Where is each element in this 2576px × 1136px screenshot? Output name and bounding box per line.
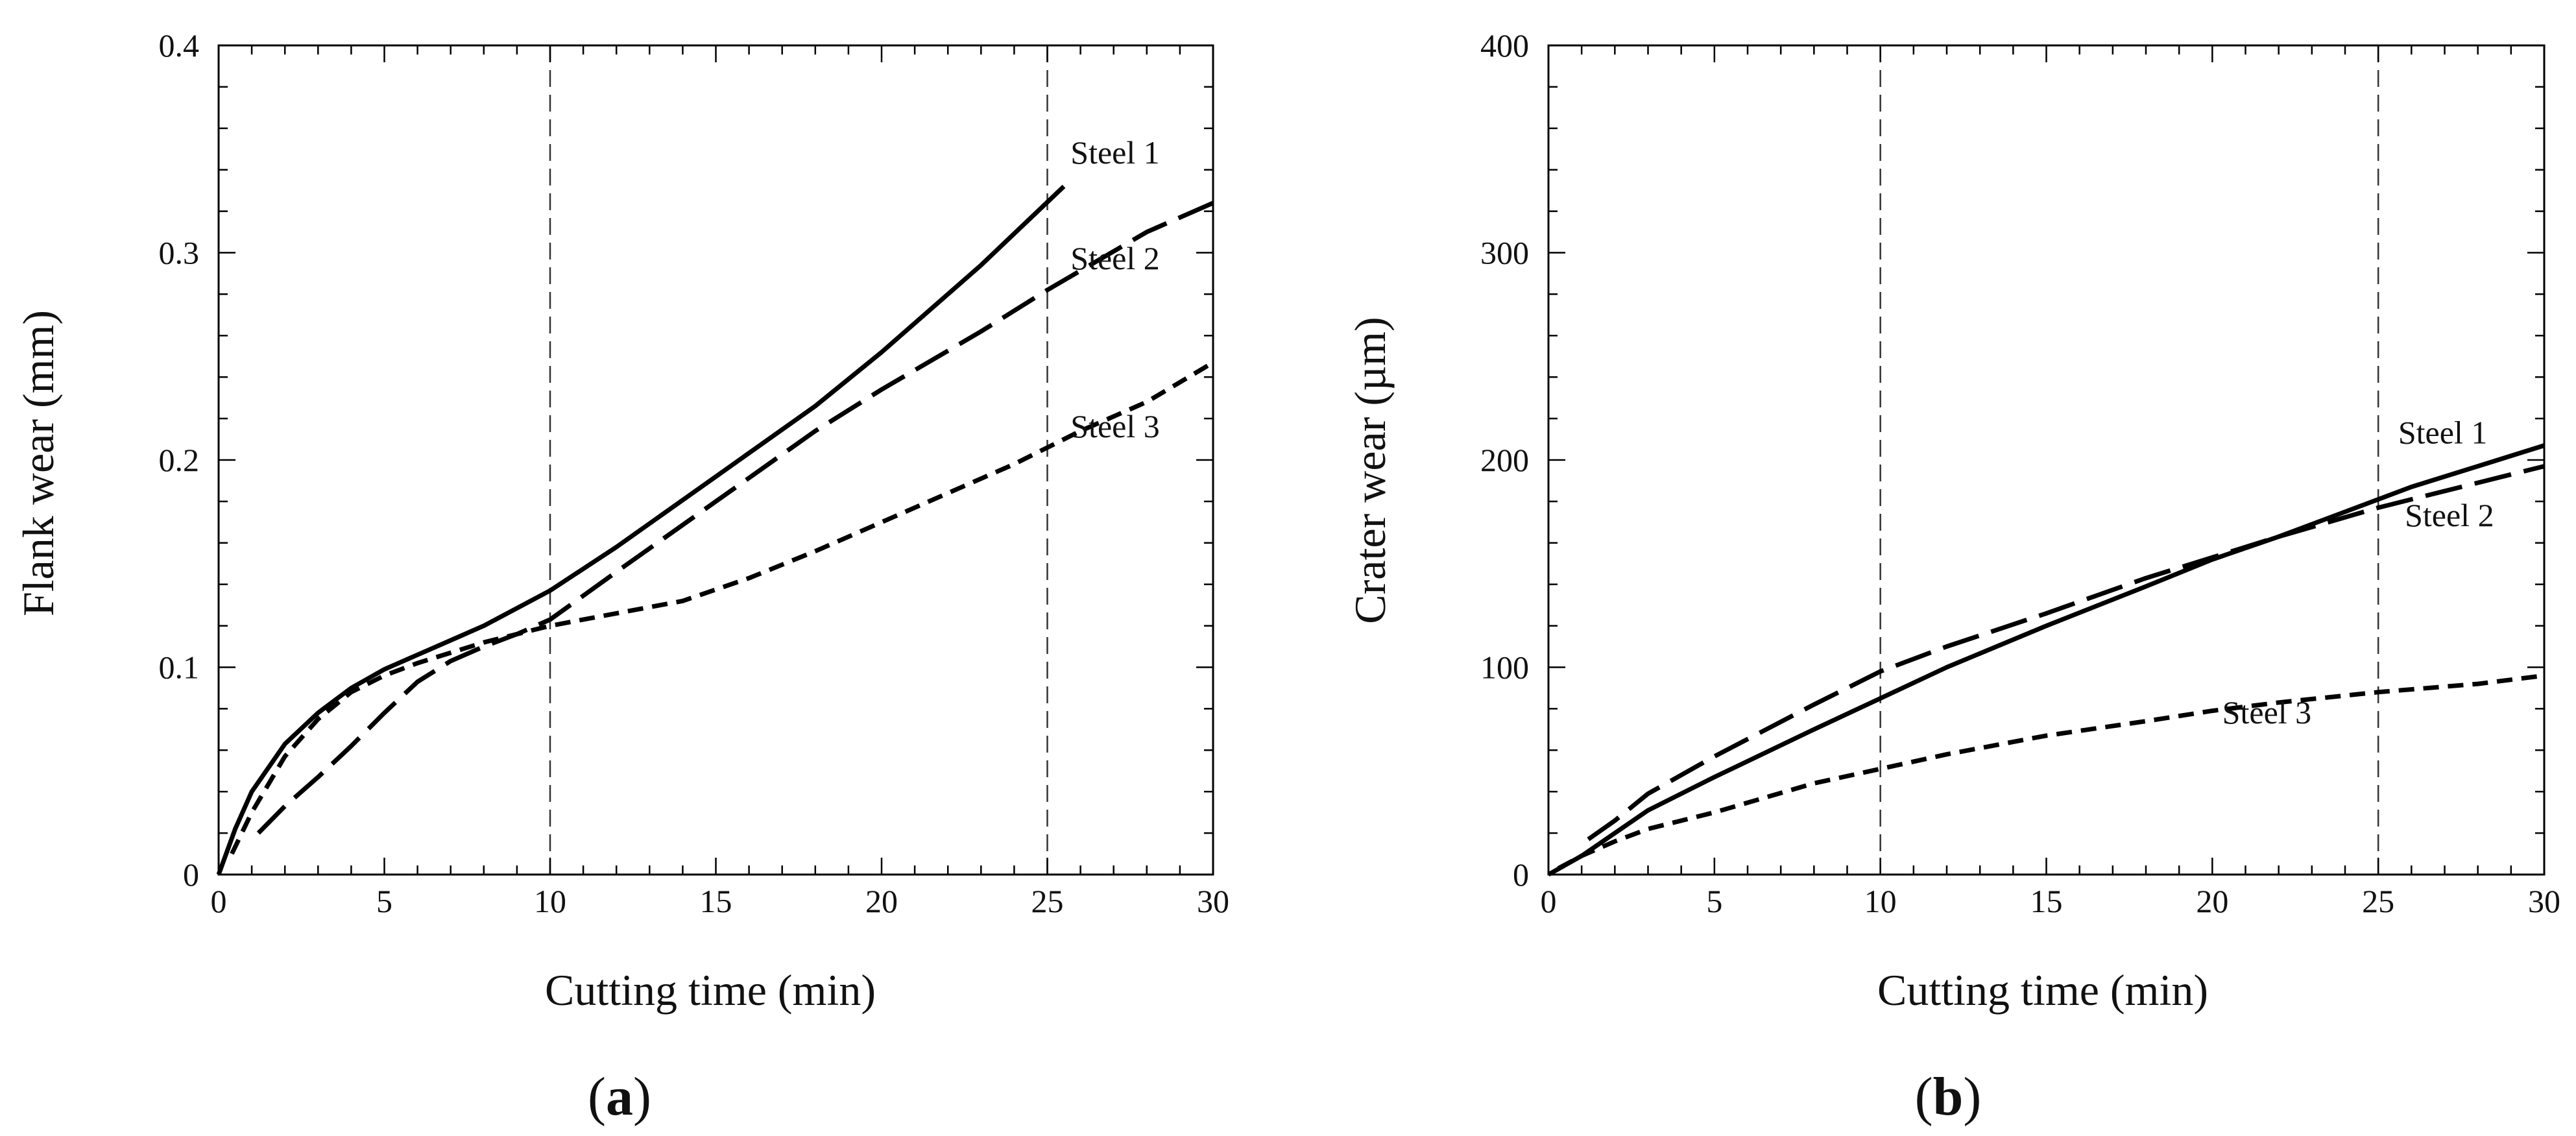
y-tick-label-b: 300 [1480, 235, 1529, 271]
series-line-a-steel-3 [230, 360, 1214, 855]
x-tick-label-a: 30 [1197, 883, 1229, 919]
x-tick-label-b: 15 [2030, 883, 2063, 919]
panel-label-b-letter: b [1933, 1067, 1964, 1127]
y-tick-label-a: 0.3 [159, 235, 200, 271]
x-axis-title-b: Cutting time (min) [1877, 965, 2208, 1015]
y-tick-label-a: 0.4 [159, 27, 200, 64]
x-tick-label-b: 25 [2362, 883, 2394, 919]
x-tick-label-a: 0 [211, 883, 227, 919]
series-label-b-steel-1: Steel 1 [2398, 414, 2487, 450]
x-tick-label-a: 20 [865, 883, 898, 919]
x-axis-title-a: Cutting time (min) [545, 965, 876, 1015]
y-axis-title-a: Flank wear (mm) [14, 310, 63, 616]
series-label-a-steel-1: Steel 1 [1070, 134, 1159, 171]
y-axis-title-b: Crater wear (µm) [1345, 317, 1395, 623]
x-tick-label-b: 10 [1864, 883, 1897, 919]
x-tick-label-b: 30 [2528, 883, 2560, 919]
series-line-b-steel-3 [1557, 673, 2545, 871]
panel-label-b-open: ( [1915, 1067, 1933, 1127]
x-tick-label-b: 20 [2196, 883, 2228, 919]
panel-label-b-close: ) [1963, 1067, 1981, 1127]
y-tick-label-b: 200 [1480, 442, 1529, 478]
series-line-b-steel-1 [1547, 443, 2546, 877]
panel-label-b: (b) [1915, 1067, 1982, 1127]
y-tick-label-b: 100 [1480, 649, 1529, 686]
x-tick-label-a: 10 [534, 883, 566, 919]
panel-label-a-open: ( [588, 1067, 606, 1127]
y-tick-label-a: 0 [183, 856, 199, 893]
x-tick-label-b: 5 [1706, 883, 1722, 919]
x-tick-label-a: 15 [700, 883, 732, 919]
series-label-b-steel-2: Steel 2 [2405, 497, 2494, 533]
y-tick-label-a: 0.1 [159, 649, 200, 686]
y-tick-label-b: 400 [1480, 27, 1529, 64]
x-tick-label-a: 5 [376, 883, 392, 919]
series-line-a-steel-2 [256, 200, 1214, 835]
series-label-b-steel-3: Steel 3 [2222, 694, 2311, 731]
series-label-a-steel-2: Steel 2 [1070, 240, 1159, 276]
series-line-b-steel-2 [1587, 464, 2545, 841]
x-tick-label-b: 0 [1541, 883, 1557, 919]
y-tick-label-a: 0.2 [159, 442, 200, 478]
series-line-a-steel-1 [216, 184, 1066, 876]
series-label-a-steel-3: Steel 3 [1070, 408, 1159, 444]
chart-panel-a: 0 5 10 15 20 25 30 0 0.1 0.2 0.3 0.4 Steel 1 Steel 2 S… [14, 27, 1229, 1127]
panel-label-a: (a) [588, 1067, 651, 1127]
plot-area-a: 0 5 10 15 20 25 30 0 0.1 0.2 0.3 0.4 Steel 1 Steel 2 S… [159, 27, 1230, 919]
x-tick-label-a: 25 [1031, 883, 1064, 919]
panel-label-a-letter: a [606, 1067, 633, 1127]
y-tick-label-b: 0 [1513, 856, 1529, 893]
panel-label-a-close: ) [633, 1067, 651, 1127]
